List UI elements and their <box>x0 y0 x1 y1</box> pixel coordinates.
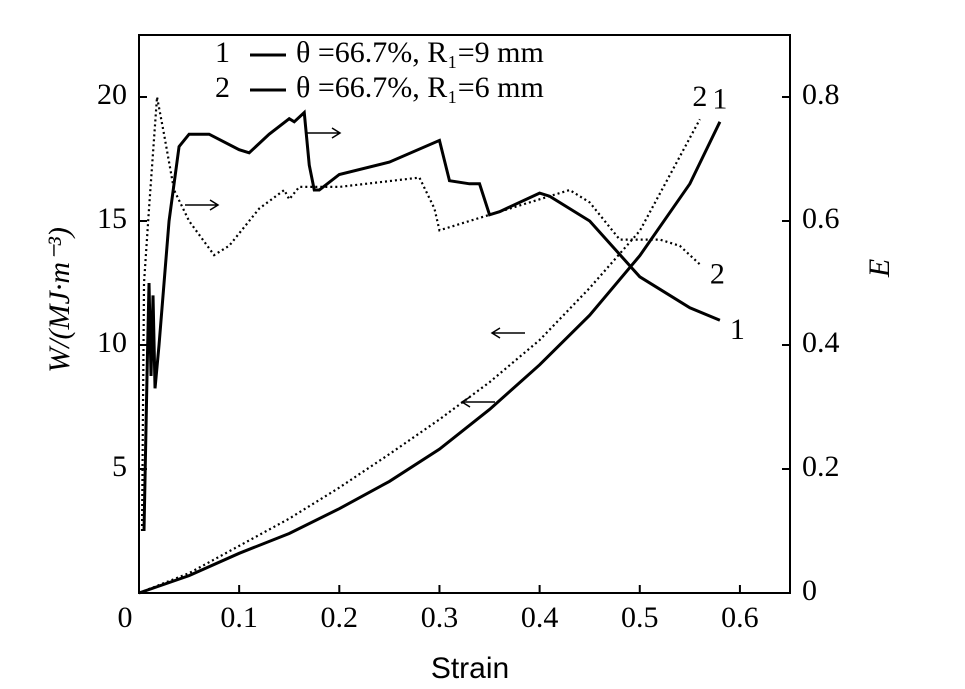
series-line <box>142 109 721 532</box>
y-tick-label: 20 <box>97 78 127 111</box>
y2-tick-label: 0.8 <box>802 78 840 111</box>
x-tick-label: 0.3 <box>421 601 459 634</box>
x-tick-label: 0.6 <box>721 601 759 634</box>
series-line <box>138 121 722 595</box>
y-axis-label: W/(MJ·m⁻³) <box>43 227 76 373</box>
x-tick-label: 0.1 <box>220 601 258 634</box>
curve-label: 2 <box>710 257 725 290</box>
y2-tick-label: 0.2 <box>802 450 840 483</box>
y2-tick-label: 0.4 <box>802 326 840 359</box>
x-tick-label: 0.4 <box>521 601 559 634</box>
y2-tick-label: 0 <box>802 574 817 607</box>
arrows <box>185 127 525 408</box>
x-tick-label: 0 <box>118 601 133 634</box>
y2-tick-label: 0.6 <box>802 202 840 235</box>
y-tick-label: 15 <box>97 202 127 235</box>
curve-label: 1 <box>730 313 745 346</box>
x-tick-label: 0.5 <box>621 601 659 634</box>
legend-number: 2 <box>215 71 230 104</box>
series-line <box>140 96 701 532</box>
curve-label: 1 <box>712 83 727 116</box>
x-axis-label: Strain <box>431 652 509 685</box>
x-tick-label: 0.2 <box>321 601 359 634</box>
plot-frame <box>138 34 791 594</box>
legend-number: 1 <box>215 36 230 69</box>
y-tick-label: 5 <box>112 450 127 483</box>
legend-text: θ =66.7%, R₁=9 mm <box>296 36 544 69</box>
series-line <box>138 118 701 595</box>
legend-text: θ =66.7%, R₁=6 mm <box>296 71 544 104</box>
y2-axis-label: E <box>863 259 896 278</box>
curve-label: 2 <box>692 80 707 113</box>
y-tick-label: 10 <box>97 326 127 359</box>
